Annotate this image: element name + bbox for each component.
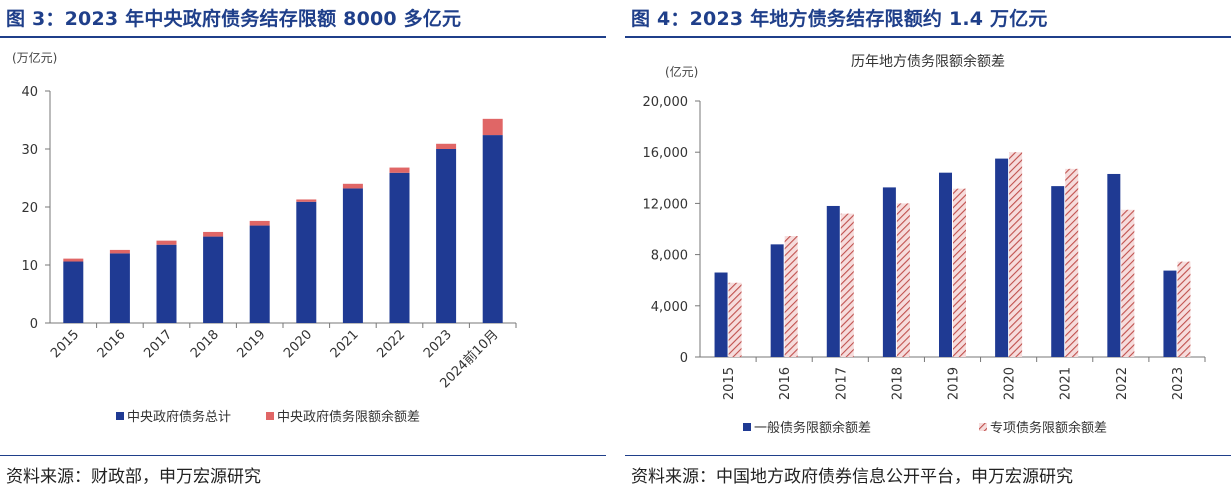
bar-central-debt-total bbox=[109, 253, 130, 323]
bar-central-debt-total bbox=[296, 201, 317, 323]
y-tick-label: 20 bbox=[21, 201, 38, 216]
y-tick-label: 0 bbox=[30, 317, 38, 332]
x-tick-label: 2020 bbox=[1003, 367, 1018, 400]
y-tick-label: 0 bbox=[680, 351, 688, 366]
y-tick-label: 16,000 bbox=[643, 146, 689, 161]
bar-general-debt-gap bbox=[882, 187, 896, 357]
x-tick-label: 2017 bbox=[834, 367, 849, 400]
bar-special-debt-gap bbox=[840, 213, 854, 357]
legend-swatch-general-debt-gap bbox=[743, 423, 751, 431]
bar-general-debt-gap bbox=[1051, 186, 1065, 357]
figure-3-top-rule bbox=[0, 36, 606, 38]
y-tick-label: 10 bbox=[21, 259, 38, 274]
x-tick-label: 2019 bbox=[947, 367, 962, 400]
x-tick-label: 2019 bbox=[235, 327, 269, 361]
x-tick-label: 2021 bbox=[328, 327, 362, 361]
figure-4-title: 图 4：2023 年地方债务结存限额约 1.4 万亿元 bbox=[631, 8, 1048, 30]
x-tick-label: 2023 bbox=[421, 327, 455, 361]
figure-4-bottom-rule bbox=[625, 455, 1231, 456]
legend-label-general-debt-gap: 一般债务限额余额差 bbox=[754, 420, 871, 436]
bar-central-debt-limit-gap bbox=[63, 258, 84, 262]
chart-1: (万亿元) 0 10 20 30 40 2015 2016 2017 2018 2019 2020 20… bbox=[12, 50, 517, 425]
figure-4-source: 资料来源：中国地方政府债券信息公开平台，申万宏源研究 bbox=[631, 467, 1073, 487]
bar-general-debt-gap bbox=[995, 158, 1009, 357]
bar-general-debt-gap bbox=[826, 205, 840, 357]
legend-label-special-debt-gap: 专项债务限额余额差 bbox=[990, 420, 1107, 436]
bar-central-debt-limit-gap bbox=[436, 143, 457, 149]
bar-central-debt-total bbox=[203, 236, 224, 323]
bar-central-debt-limit-gap bbox=[249, 220, 270, 226]
figure-3-source: 资料来源：财政部，申万宏源研究 bbox=[6, 467, 261, 487]
bar-special-debt-gap bbox=[1121, 209, 1135, 357]
figure-3-title: 图 3：2023 年中央政府债务结存限额 8000 多亿元 bbox=[6, 8, 462, 30]
y-axis-unit-label: (万亿元) bbox=[12, 50, 57, 65]
x-tick-label: 2018 bbox=[890, 367, 905, 400]
figure-4-top-rule bbox=[625, 36, 1231, 38]
y-tick-label: 8,000 bbox=[651, 249, 688, 264]
bar-special-debt-gap bbox=[784, 236, 798, 357]
bar-special-debt-gap bbox=[953, 188, 966, 357]
bar-central-debt-total bbox=[63, 261, 84, 323]
bar-special-debt-gap bbox=[1065, 168, 1079, 357]
bar-central-debt-limit-gap bbox=[342, 183, 363, 189]
legend-swatch-central-debt-limit-gap bbox=[266, 412, 274, 420]
y-axis-unit-label: (亿元) bbox=[665, 64, 698, 79]
bar-general-debt-gap bbox=[1163, 270, 1177, 357]
x-tick-label: 2017 bbox=[141, 327, 175, 361]
bar-central-debt-total bbox=[482, 135, 503, 323]
bar-general-debt-gap bbox=[770, 244, 784, 357]
bar-special-debt-gap bbox=[1177, 261, 1191, 357]
bar-central-debt-limit-gap bbox=[109, 249, 130, 254]
bar-central-debt-limit-gap bbox=[482, 118, 503, 136]
chart-title: 历年地方债务限额余额差 bbox=[851, 53, 1005, 70]
legend-swatch-special-debt-gap bbox=[979, 423, 987, 431]
bar-central-debt-total bbox=[249, 225, 270, 323]
figure-4-panel: 图 4：2023 年地方债务结存限额约 1.4 万亿元 历年地方债务限额余额差 (… bbox=[625, 0, 1231, 492]
x-tick-label: 2015 bbox=[48, 327, 82, 361]
y-tick-label: 40 bbox=[21, 85, 38, 100]
x-tick-label: 2021 bbox=[1059, 367, 1074, 400]
bar-central-debt-limit-gap bbox=[203, 231, 224, 237]
bar-central-debt-limit-gap bbox=[296, 199, 317, 202]
x-tick-label: 2015 bbox=[722, 367, 737, 400]
x-tick-label: 2016 bbox=[95, 327, 129, 361]
figure-3-panel: 图 3：2023 年中央政府债务结存限额 8000 多亿元 (万亿元) 0 10 20… bbox=[0, 0, 606, 492]
x-tick-label: 2020 bbox=[281, 327, 315, 361]
y-tick-label: 20,000 bbox=[643, 95, 689, 110]
y-tick-label: 4,000 bbox=[651, 300, 688, 315]
bar-general-debt-gap bbox=[939, 172, 952, 357]
x-tick-label: 2022 bbox=[1115, 367, 1130, 400]
bar-central-debt-total bbox=[389, 172, 410, 323]
x-tick-label: 2022 bbox=[374, 327, 408, 361]
y-tick-label: 30 bbox=[21, 143, 38, 158]
y-tick-label: 12,000 bbox=[643, 197, 689, 212]
bar-central-debt-limit-gap bbox=[156, 240, 177, 245]
chart-2: 历年地方债务限额余额差 (亿元) 0 4,000 8,000 12,000 16,000 20… bbox=[643, 53, 1206, 436]
bar-special-debt-gap bbox=[728, 282, 742, 357]
bar-central-debt-limit-gap bbox=[389, 167, 410, 173]
figure-3-bottom-rule bbox=[0, 455, 606, 456]
bar-general-debt-gap bbox=[714, 272, 728, 357]
x-tick-label: 2016 bbox=[778, 367, 793, 400]
bar-central-debt-total bbox=[436, 149, 457, 323]
bar-general-debt-gap bbox=[1107, 173, 1121, 357]
legend-label-central-debt-limit-gap: 中央政府债务限额余额差 bbox=[277, 409, 420, 425]
x-tick-label: 2018 bbox=[188, 327, 222, 361]
legend-swatch-central-debt-total bbox=[116, 412, 124, 420]
bar-central-debt-total bbox=[342, 188, 363, 323]
x-tick-label: 2023 bbox=[1171, 367, 1186, 400]
bar-central-debt-total bbox=[156, 244, 177, 323]
bar-special-debt-gap bbox=[1009, 152, 1023, 357]
bar-special-debt-gap bbox=[896, 203, 910, 357]
legend-label-central-debt-total: 中央政府债务总计 bbox=[127, 409, 231, 425]
